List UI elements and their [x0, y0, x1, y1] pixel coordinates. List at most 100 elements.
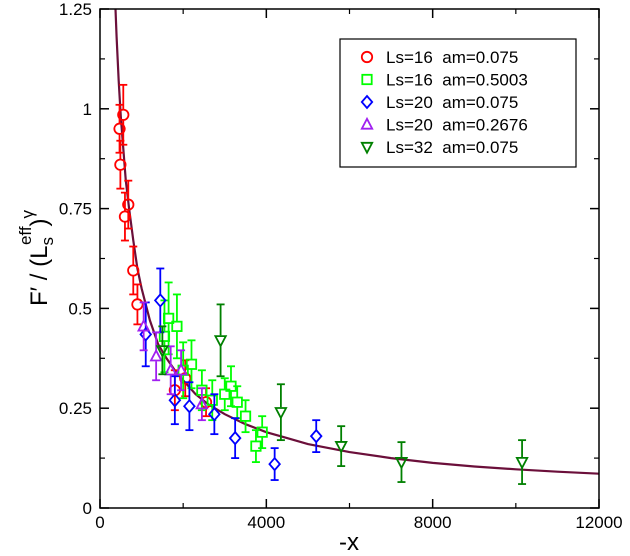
axis-ticks [99, 8, 600, 509]
data-point [207, 393, 221, 436]
y-axis-title: F′ / (Lseff)γ [16, 209, 57, 306]
series-group [113, 83, 529, 485]
data-marker [515, 456, 529, 470]
legend-items: Ls=16 am=0.075 Ls=16 am=0.5003 Ls=20 am=0.… [360, 48, 528, 157]
data-marker [136, 318, 151, 332]
series [136, 301, 209, 422]
data-marker [155, 345, 170, 358]
data-point [213, 303, 228, 378]
y-tick-label: 1 [83, 100, 92, 119]
legend-marker [360, 50, 374, 64]
legend-item: Ls=32 am=0.075 [360, 138, 518, 157]
legend: Ls=16 am=0.075 Ls=16 am=0.5003 Ls=20 am=0.… [339, 38, 577, 168]
y-tick-label: 0.25 [59, 399, 92, 418]
data-marker [256, 426, 268, 438]
data-point [195, 387, 209, 422]
y-axis-title-sub: s [38, 237, 57, 246]
data-point [163, 281, 175, 356]
legend-item: Ls=16 am=0.5003 [361, 71, 528, 90]
data-point [274, 383, 288, 442]
legend-label: Ls=20 am=0.2676 [386, 116, 528, 135]
y-tick-label: 1.25 [59, 0, 92, 19]
data-marker [228, 430, 242, 446]
data-point [183, 381, 196, 432]
data-marker [239, 410, 252, 422]
data-point [171, 293, 183, 360]
data-marker [117, 108, 130, 121]
data-marker [174, 362, 188, 376]
data-marker [149, 348, 163, 362]
x-tick-label: 0 [95, 513, 104, 532]
legend-label: Ls=20 am=0.075 [386, 93, 518, 112]
data-marker [163, 312, 175, 324]
data-marker [168, 392, 182, 408]
legend-item: Ls=16 am=0.075 [360, 48, 518, 67]
data-point [117, 83, 130, 146]
data-point [239, 399, 252, 434]
y-axis-title-main: F′ / (L [26, 246, 53, 307]
data-marker [185, 358, 198, 370]
data-point [131, 283, 144, 326]
legend-marker [361, 73, 373, 86]
y-axis-title-close: ) [26, 218, 53, 226]
series [158, 281, 268, 463]
data-marker [206, 394, 218, 406]
x-axis-title: -x [339, 529, 359, 556]
data-marker [164, 362, 178, 376]
data-marker [131, 298, 144, 311]
data-marker [113, 122, 126, 135]
data-marker [207, 406, 221, 422]
data-point [168, 375, 182, 426]
x-tick-label: 12000 [575, 513, 622, 532]
data-marker [122, 198, 135, 211]
data-point [250, 429, 262, 463]
data-point [164, 345, 178, 396]
legend-item: Ls=20 am=0.2676 [360, 116, 528, 135]
data-point [309, 419, 323, 454]
data-point [122, 179, 135, 230]
data-point [256, 415, 268, 450]
data-point [149, 331, 163, 382]
data-point [174, 349, 188, 392]
data-marker [153, 293, 167, 308]
data-point [394, 441, 409, 483]
data-marker [274, 407, 288, 420]
data-marker [394, 456, 409, 470]
series [113, 83, 213, 418]
x-tick-label: 8000 [414, 513, 452, 532]
data-marker [231, 396, 243, 408]
data-marker [183, 398, 196, 414]
y-tick-labels: 0 0.25 0.5 0.75 1 1.25 [59, 0, 92, 518]
data-point [155, 325, 170, 376]
y-axis-title-sup: eff [16, 226, 35, 245]
data-marker [250, 440, 262, 452]
x-tick-label: 4000 [247, 513, 285, 532]
data-point [228, 417, 242, 460]
y-axis-title-gamma: γ [18, 209, 37, 218]
legend-marker [360, 94, 374, 110]
legend-label: Ls=16 am=0.5003 [386, 71, 528, 90]
legend-marker [360, 141, 374, 155]
series [139, 267, 323, 481]
data-point [219, 377, 231, 412]
data-marker [127, 264, 140, 277]
data-point [334, 425, 348, 467]
data-point [114, 139, 127, 190]
x-tick-labels: 0 4000 8000 12000 [95, 513, 622, 532]
legend-label: Ls=16 am=0.075 [386, 48, 518, 67]
data-marker [171, 320, 183, 332]
data-marker [268, 456, 282, 472]
data-point [268, 447, 282, 481]
data-point [127, 245, 140, 296]
data-point [136, 301, 151, 352]
data-marker [334, 441, 348, 454]
legend-box [339, 38, 577, 168]
y-tick-label: 0 [83, 499, 92, 518]
series [155, 303, 529, 485]
data-marker [118, 210, 132, 223]
data-marker [213, 335, 228, 348]
data-marker [139, 326, 153, 342]
data-marker [219, 388, 231, 400]
data-marker [114, 158, 127, 171]
